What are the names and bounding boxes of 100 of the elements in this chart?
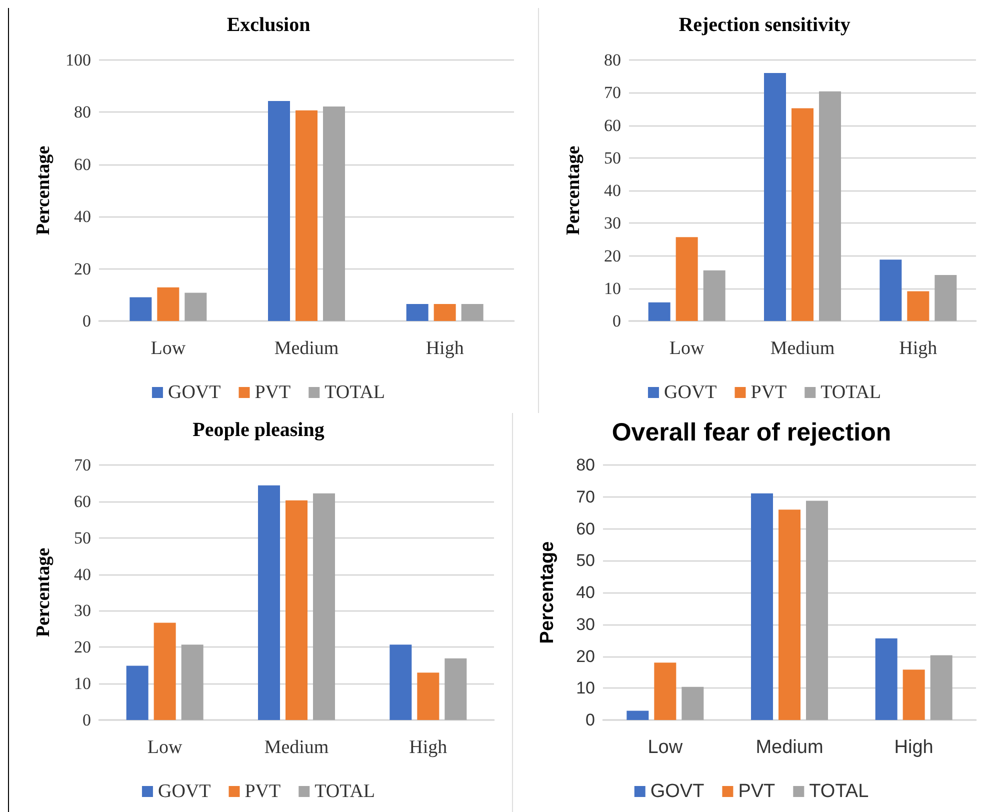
x-tick-label: Low: [147, 737, 183, 758]
legend-label: GOVT: [158, 781, 212, 802]
bar: [184, 292, 207, 321]
x-tick-label: High: [426, 338, 464, 359]
bar: [764, 73, 786, 321]
bar: [417, 672, 440, 720]
y-tick-label: 20: [576, 646, 595, 666]
bar: [434, 304, 456, 321]
y-tick-label: 80: [74, 102, 91, 122]
bar: [676, 237, 698, 321]
chart-title: People pleasing: [192, 419, 324, 441]
x-tick-label: Medium: [756, 737, 824, 758]
y-tick-label: 40: [604, 181, 621, 200]
y-tick-label: 30: [604, 214, 621, 233]
bar: [907, 291, 930, 321]
y-tick-label: 50: [576, 551, 595, 570]
y-axis-title: Percentage: [33, 146, 54, 236]
bar: [648, 302, 670, 321]
legend-label: TOTAL: [820, 382, 882, 403]
y-tick-label: 60: [604, 116, 621, 135]
y-tick-label: 70: [74, 456, 91, 474]
legend-label: GOVT: [168, 382, 222, 403]
chart-title: Overall fear of rejection: [612, 418, 892, 446]
y-tick-label: 30: [74, 601, 91, 620]
y-tick-label: 70: [604, 83, 621, 102]
bar: [880, 260, 902, 321]
y-tick-label: 20: [604, 246, 621, 266]
y-tick-label: 60: [74, 492, 91, 511]
bar: [390, 644, 412, 720]
legend-label: PVT: [738, 781, 776, 802]
x-tick-label: Medium: [264, 737, 329, 758]
bar: [258, 485, 280, 720]
bar: [626, 710, 649, 720]
bar: [654, 662, 676, 720]
y-tick-label: 40: [74, 207, 91, 226]
y-tick-label: 0: [82, 312, 91, 330]
x-tick-label: High: [409, 737, 448, 758]
legend-label: TOTAL: [324, 382, 386, 403]
bar: [875, 638, 898, 720]
legend-label: PVT: [254, 382, 292, 403]
bar: [323, 106, 345, 321]
bar: [296, 110, 318, 321]
x-tick-label: Low: [648, 737, 683, 758]
bar: [792, 108, 814, 321]
y-tick-label: 100: [66, 50, 91, 70]
bar: [751, 493, 773, 720]
bar: [902, 670, 925, 720]
bar: [930, 655, 952, 720]
x-tick-label: Low: [150, 338, 186, 359]
bar: [268, 100, 290, 321]
y-tick-label: 80: [604, 50, 621, 70]
y-axis-title: Percentage: [33, 548, 54, 638]
bar: [703, 270, 726, 321]
chart-title: Rejection sensitivity: [678, 14, 850, 36]
x-tick-label: High: [899, 338, 938, 359]
legend-label: TOTAL: [809, 781, 869, 802]
bar: [154, 622, 176, 720]
y-tick-label: 60: [576, 519, 595, 538]
legend-label: PVT: [750, 382, 788, 403]
bar: [286, 500, 308, 720]
bar: [130, 297, 152, 321]
y-tick-label: 40: [74, 564, 91, 584]
y-tick-label: 30: [576, 614, 595, 634]
y-axis-title: Percentage: [563, 146, 584, 236]
x-tick-label: Medium: [770, 338, 835, 359]
y-tick-label: 40: [576, 583, 595, 602]
bar: [406, 304, 428, 321]
y-tick-label: 50: [74, 528, 91, 548]
y-tick-label: 70: [576, 487, 595, 506]
y-tick-label: 80: [576, 456, 595, 474]
bar: [461, 304, 484, 321]
y-tick-label: 50: [604, 148, 621, 168]
y-axis-title: Percentage: [537, 541, 558, 644]
bar: [157, 287, 180, 321]
y-tick-label: 20: [74, 638, 91, 657]
x-tick-label: Low: [669, 338, 705, 359]
y-tick-label: 0: [612, 312, 621, 330]
bar: [806, 500, 828, 720]
bar: [934, 275, 957, 321]
y-tick-label: 20: [74, 259, 91, 278]
y-tick-label: 10: [576, 678, 595, 698]
y-tick-label: 60: [74, 154, 91, 174]
bar: [819, 91, 841, 321]
legend-label: PVT: [244, 781, 282, 802]
bar: [313, 493, 335, 720]
bar: [181, 644, 204, 720]
x-tick-label: Medium: [274, 338, 339, 359]
y-tick-label: 0: [586, 710, 595, 730]
y-tick-label: 0: [82, 710, 91, 730]
chart-title: Exclusion: [226, 14, 310, 36]
legend-label: TOTAL: [314, 781, 376, 802]
bar: [778, 510, 800, 720]
y-tick-label: 10: [604, 278, 621, 298]
y-tick-label: 10: [74, 674, 91, 694]
legend-label: GOVT: [650, 781, 705, 802]
bar: [126, 666, 148, 720]
legend-label: GOVT: [664, 382, 718, 403]
bar: [682, 686, 704, 720]
bar: [444, 658, 467, 720]
x-tick-label: High: [894, 737, 934, 758]
